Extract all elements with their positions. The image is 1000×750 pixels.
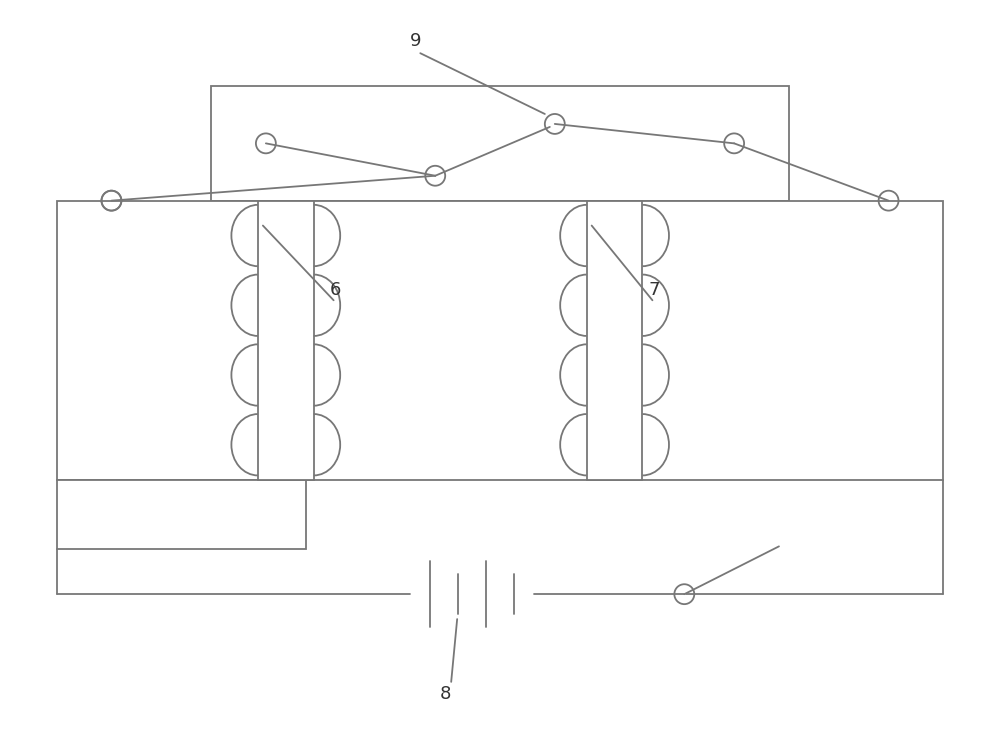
Bar	[57, 201, 943, 479]
Bar	[211, 86, 789, 201]
Text: 9: 9	[410, 32, 421, 50]
Text: 8: 8	[440, 685, 451, 703]
Bar	[258, 201, 314, 479]
Text: 6: 6	[330, 281, 341, 299]
Bar	[587, 201, 642, 479]
Bar	[57, 479, 306, 549]
Text: 7: 7	[649, 281, 660, 299]
